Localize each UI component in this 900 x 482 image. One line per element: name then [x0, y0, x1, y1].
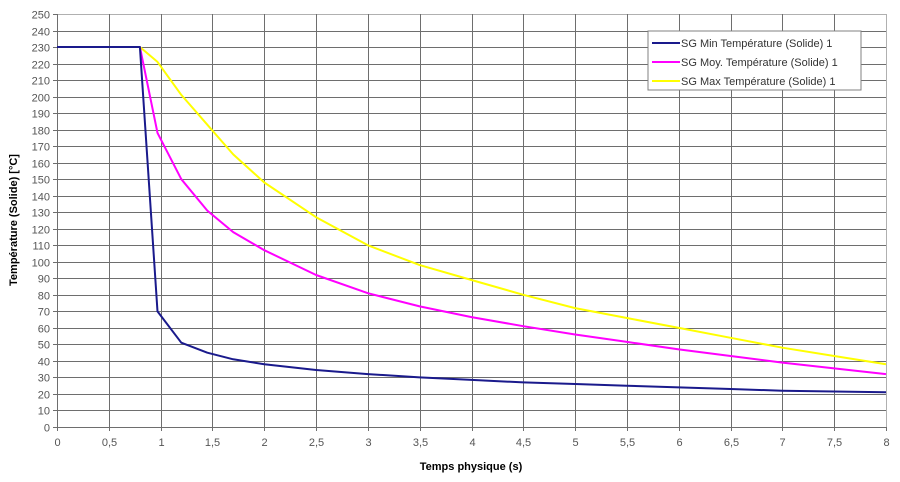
y-tick-label: 200 [32, 93, 50, 105]
y-tick-label: 130 [32, 208, 50, 220]
y-tick-label: 230 [32, 43, 50, 55]
axes [57, 14, 886, 428]
y-tick-label: 160 [32, 159, 50, 171]
y-tick-label: 180 [32, 126, 50, 138]
x-tick-label: 4,5 [516, 437, 531, 449]
x-axis-ticks: 0 0,5 1 1,5 2 2,5 3 3,5 4 4,5 5 5,5 6 6,5 7 7,5 8 [54, 427, 890, 449]
x-tick-label: 8 [883, 437, 889, 449]
legend-item-min: SG Min Température (Solide) 1 [652, 38, 832, 50]
y-tick-label: 250 [32, 10, 50, 22]
y-tick-label: 100 [32, 258, 50, 270]
legend: SG Min Température (Solide) 1 SG Moy. Te… [647, 30, 862, 91]
legend-item-moy: SG Moy. Température (Solide) 1 [652, 57, 838, 69]
legend-label-min: SG Min Température (Solide) 1 [681, 38, 832, 50]
y-tick-label: 240 [32, 27, 50, 39]
series-line-moy [57, 46, 887, 376]
x-tick-label: 5 [572, 437, 578, 449]
y-axis-title: Température (Solide) [°C] [8, 154, 20, 286]
x-tick-label: 6 [676, 437, 682, 449]
x-tick-label: 6,5 [724, 437, 739, 449]
y-tick-label: 210 [32, 76, 50, 88]
y-tick-label: 10 [38, 406, 50, 418]
x-tick-label: 7,5 [827, 437, 842, 449]
x-tick-label: 2,5 [309, 437, 324, 449]
y-tick-label: 120 [32, 225, 50, 237]
y-tick-label: 40 [38, 357, 50, 369]
y-axis-ticks: 0 10 20 30 40 50 60 70 80 90 100 110 120 130 140 150 160… [32, 10, 57, 435]
x-tick-label: 1,5 [205, 437, 220, 449]
x-tick-label: 1 [158, 437, 164, 449]
y-tick-label: 20 [38, 390, 50, 402]
x-tick-label: 2 [261, 437, 267, 449]
y-tick-label: 190 [32, 109, 50, 121]
x-tick-label: 3 [365, 437, 371, 449]
y-tick-label: 140 [32, 192, 50, 204]
x-tick-label: 0 [54, 437, 60, 449]
x-tick-label: 5,5 [620, 437, 635, 449]
x-tick-label: 3,5 [413, 437, 428, 449]
series-lines [57, 46, 887, 394]
y-tick-label: 70 [38, 307, 50, 319]
x-tick-label: 7 [779, 437, 785, 449]
y-tick-label: 80 [38, 291, 50, 303]
x-tick-label: 0,5 [102, 437, 117, 449]
y-tick-label: 0 [44, 423, 50, 435]
x-axis-title: Temps physique (s) [420, 461, 523, 473]
legend-label-moy: SG Moy. Température (Solide) 1 [681, 57, 838, 69]
series-line-max [57, 46, 887, 366]
y-tick-label: 110 [32, 241, 50, 253]
y-tick-label: 150 [32, 175, 50, 187]
y-tick-label: 220 [32, 60, 50, 72]
grid-lines [57, 14, 887, 428]
y-tick-label: 60 [38, 324, 50, 336]
y-tick-label: 30 [38, 373, 50, 385]
x-tick-label: 4 [469, 437, 475, 449]
legend-item-max: SG Max Température (Solide) 1 [652, 76, 835, 88]
legend-label-max: SG Max Température (Solide) 1 [681, 76, 835, 88]
y-tick-label: 170 [32, 142, 50, 154]
y-tick-label: 50 [38, 340, 50, 352]
y-tick-label: 90 [38, 274, 50, 286]
series-line-min [57, 46, 887, 394]
legend-box [647, 30, 862, 91]
